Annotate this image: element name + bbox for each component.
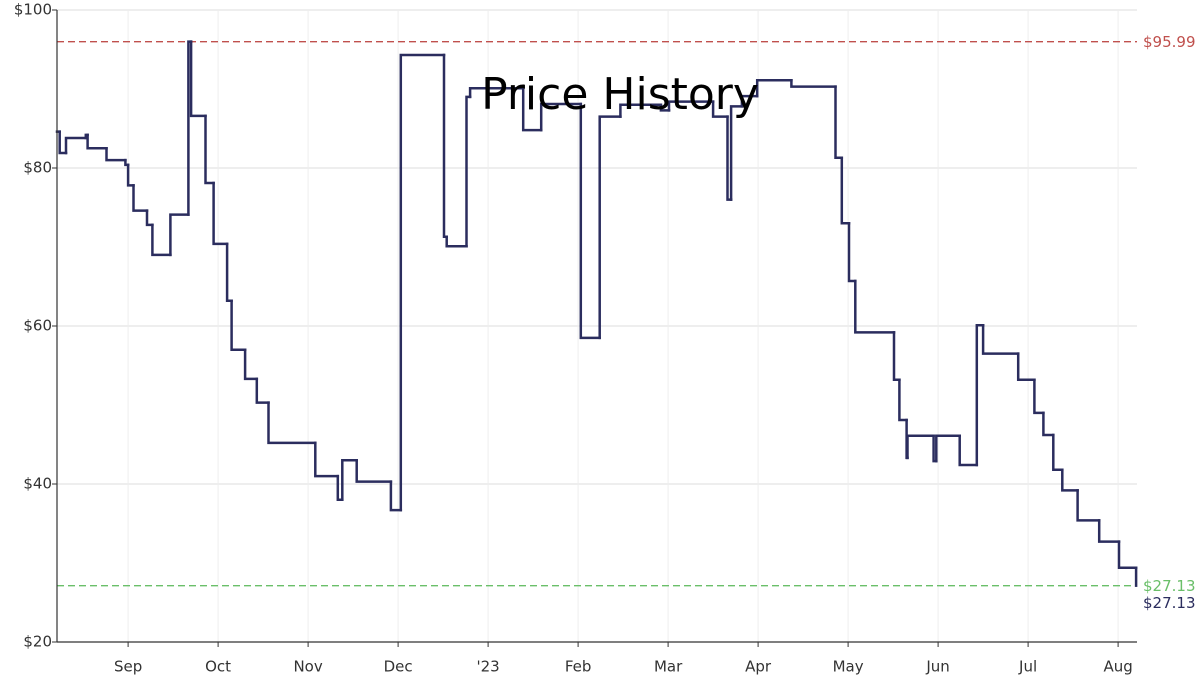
x-tick-label: Apr bbox=[745, 658, 772, 676]
x-tick-label: Aug bbox=[1103, 658, 1132, 676]
x-tick-label: Feb bbox=[565, 658, 592, 676]
price-step bbox=[58, 130, 68, 155]
x-tick-label: '23 bbox=[476, 658, 499, 676]
reference-label: $27.13 bbox=[1143, 577, 1196, 595]
price-step bbox=[892, 331, 901, 381]
price-step bbox=[740, 94, 759, 108]
price-step bbox=[336, 474, 344, 502]
grid bbox=[57, 9, 1137, 643]
price-step bbox=[389, 480, 403, 512]
x-tick-label: May bbox=[833, 658, 864, 676]
price-step bbox=[975, 323, 985, 467]
end-label: $27.13 bbox=[1143, 594, 1196, 612]
price-step bbox=[1076, 489, 1101, 522]
y-tick-label: $40 bbox=[23, 475, 52, 493]
price-step bbox=[442, 53, 448, 238]
y-tick-label: $20 bbox=[23, 633, 52, 651]
price-step bbox=[225, 242, 233, 302]
price-step bbox=[847, 222, 857, 283]
price-step bbox=[399, 53, 446, 512]
price-step bbox=[981, 323, 1020, 355]
price-step bbox=[126, 163, 135, 187]
price-step bbox=[132, 184, 149, 212]
price-step bbox=[1052, 433, 1064, 472]
plot bbox=[55, 40, 1138, 587]
price-step bbox=[790, 79, 837, 88]
price-step bbox=[521, 86, 543, 132]
reference-label: $95.99 bbox=[1143, 33, 1196, 51]
x-tick-label: Sep bbox=[114, 658, 142, 676]
price-step bbox=[267, 401, 317, 445]
price-step bbox=[1033, 378, 1045, 415]
price-step bbox=[711, 100, 729, 118]
x-tick-label: Oct bbox=[205, 658, 231, 676]
price-step bbox=[619, 103, 663, 118]
price-step bbox=[834, 85, 844, 159]
price-step bbox=[189, 40, 207, 118]
x-tick-label: Jul bbox=[1018, 658, 1037, 676]
price-step bbox=[1117, 540, 1138, 569]
price-step bbox=[341, 459, 358, 502]
price-step bbox=[465, 95, 472, 248]
price-step bbox=[598, 115, 622, 340]
price-step bbox=[230, 299, 247, 351]
x-tick-label: Mar bbox=[654, 658, 683, 676]
price-step bbox=[1016, 352, 1036, 381]
price-step bbox=[1042, 411, 1055, 437]
price-step bbox=[145, 209, 154, 227]
price-step bbox=[169, 213, 190, 257]
price-step bbox=[314, 441, 340, 478]
price-step bbox=[243, 348, 259, 381]
x-tick-label: Jun bbox=[925, 658, 949, 676]
price-step bbox=[898, 378, 908, 422]
price-step bbox=[539, 102, 583, 132]
price-step bbox=[86, 133, 108, 150]
chart-title: Price History bbox=[481, 69, 759, 120]
price-step bbox=[579, 102, 601, 340]
price-step bbox=[212, 181, 229, 246]
price-step bbox=[355, 459, 393, 483]
price-step bbox=[659, 103, 671, 112]
price-step bbox=[958, 434, 979, 467]
x-tick-label: Nov bbox=[293, 658, 322, 676]
y-tick-label: $60 bbox=[23, 317, 52, 335]
y-tick-label: $80 bbox=[23, 159, 52, 177]
price-step bbox=[151, 223, 172, 257]
price-step bbox=[906, 434, 935, 460]
price-step bbox=[64, 136, 88, 155]
price-step bbox=[935, 434, 961, 463]
price-step bbox=[445, 235, 468, 248]
price-step bbox=[105, 147, 127, 162]
price-step bbox=[204, 114, 215, 185]
price-step bbox=[1097, 519, 1121, 543]
price-step bbox=[1061, 468, 1079, 492]
price-step bbox=[729, 105, 744, 201]
price-step bbox=[468, 86, 525, 99]
reference-lines bbox=[57, 40, 1137, 587]
x-tick-label: Dec bbox=[384, 658, 413, 676]
y-tick-label: $100 bbox=[14, 1, 52, 19]
price-step bbox=[755, 79, 793, 98]
price-step bbox=[840, 156, 851, 225]
price-step bbox=[667, 100, 715, 112]
price-step bbox=[854, 279, 896, 334]
price-step bbox=[255, 377, 270, 404]
